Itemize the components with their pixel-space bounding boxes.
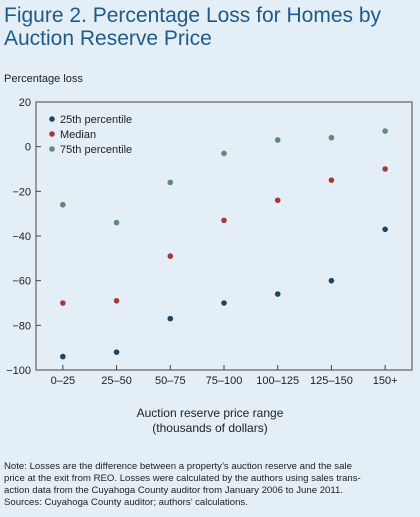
legend-label: 25th percentile [60,114,132,126]
scatter-chart: 20 0 −20 −40 −60 −80 −100 0–25 25–50 50–75 75–100 1… [6,97,413,387]
y-tick-label: −100 [6,365,31,377]
legend-marker-0 [49,116,55,122]
x-tick-label: 25–50 [101,375,132,387]
y-tick-label: 0 [25,142,31,154]
chart-title: Figure 2. Percentage Loss for Homes by A… [4,4,382,50]
legend-marker-1 [49,131,55,137]
data-point-0 [60,353,66,360]
y-tick-label: −40 [12,231,31,243]
y-tick-label: −20 [12,186,31,198]
data-point-0 [113,349,120,355]
x-tick-label: 125–150 [310,375,353,387]
data-point-2 [221,150,227,157]
data-point-0 [221,300,227,306]
data-point-2 [382,128,388,134]
data-point-2 [167,179,174,186]
data-point-2 [328,134,335,141]
footnote-line: action data from the Cuyahoga County aud… [4,485,344,496]
data-point-0 [274,291,281,297]
x-tick-label: 50–75 [155,375,186,387]
footnote-line: Note: Losses are the difference between … [4,461,352,472]
footnote-line: Sources: Cuyahoga County auditor; author… [4,497,248,508]
data-point-0 [167,315,174,322]
x-tick-label: 75–100 [206,375,243,387]
footnote-line: price at the exit from REO. Losses were … [4,473,361,484]
legend-label: Median [60,129,96,141]
data-point-1 [221,217,227,224]
y-axis-title: Percentage loss [4,73,83,85]
x-tick-label: 100–125 [256,375,299,387]
data-point-1 [328,177,335,183]
y-tick-label: −60 [12,276,31,288]
x-tick-label: 0–25 [51,375,75,387]
data-point-0 [382,226,388,233]
x-tick-label: 150+ [373,375,398,387]
y-tick-label: −80 [12,320,31,332]
data-point-2 [60,201,66,208]
x-axis-title-line-2: (thousands of dollars) [152,421,268,435]
x-axis-title: Auction reserve price range (thousands o… [0,406,420,436]
data-point-1 [167,253,174,259]
data-point-1 [113,297,120,304]
footnote: Note: Losses are the difference between … [4,461,416,509]
x-axis-title-line-1: Auction reserve price range [136,406,284,420]
legend-marker-2 [49,146,55,152]
y-tick-label: 20 [19,97,31,109]
legend-label: 75th percentile [60,144,132,156]
data-point-1 [382,166,388,172]
data-point-1 [60,300,66,306]
data-point-0 [328,277,335,284]
data-point-2 [274,137,281,143]
data-point-2 [113,219,120,226]
data-point-1 [274,197,281,204]
plot-frame [35,101,413,371]
